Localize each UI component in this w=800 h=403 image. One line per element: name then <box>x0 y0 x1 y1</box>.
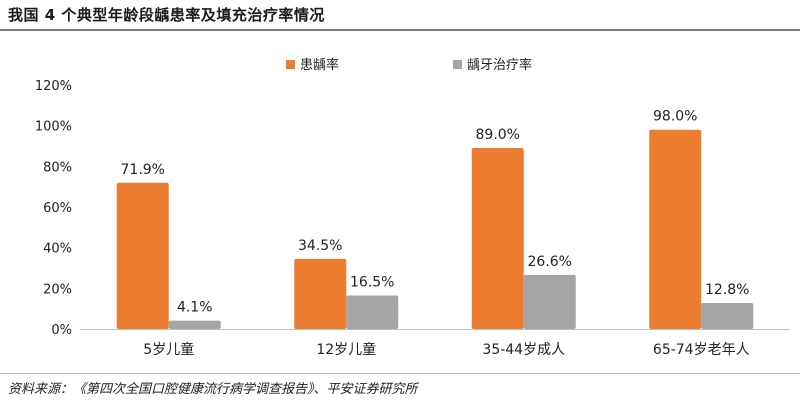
legend-swatch-treatment-rate <box>453 60 462 69</box>
bar-chart-svg: 患龋率 龋牙治疗率 0% 20% 40% 60% 80% 100% 120% 71.9% 4.… <box>35 57 790 358</box>
legend-swatch-caries-rate <box>286 60 295 69</box>
data-label-treatment-rate: 4.1% <box>177 300 213 316</box>
data-label-caries-rate: 34.5% <box>298 238 342 254</box>
bar-caries-rate <box>116 182 169 329</box>
x-tick-label: 35-44岁成人 <box>482 342 565 358</box>
x-tick-label: 5岁儿童 <box>143 341 194 358</box>
y-tick-label: 40% <box>43 242 72 257</box>
y-axis: 0% 20% 40% 60% 80% 100% 120% <box>35 79 72 338</box>
legend: 患龋率 龋牙治疗率 <box>286 57 532 73</box>
bar-treatment-rate <box>701 302 754 329</box>
bar-treatment-rate <box>168 320 221 329</box>
data-label-treatment-rate: 16.5% <box>350 274 394 290</box>
bar-treatment-rate <box>346 295 399 329</box>
y-tick-label: 100% <box>35 120 72 135</box>
bar-caries-rate <box>471 148 524 329</box>
bar-caries-rate <box>649 129 702 329</box>
chart: 患龋率 龋牙治疗率 0% 20% 40% 60% 80% 100% 120% 71.9% 4.… <box>0 36 800 372</box>
data-label-caries-rate: 89.0% <box>476 127 520 143</box>
bar-treatment-rate <box>523 274 576 329</box>
footer-divider <box>0 373 800 374</box>
legend-label-treatment-rate: 龋牙治疗率 <box>467 57 532 73</box>
data-label-treatment-rate: 26.6% <box>528 254 572 270</box>
data-label-caries-rate: 98.0% <box>653 109 697 125</box>
data-label-treatment-rate: 12.8% <box>705 282 749 298</box>
title-divider <box>0 29 800 31</box>
data-labels: 71.9% 4.1% 34.5% 16.5% 89.0% 26.6% 98.0% 12.8% <box>121 109 750 316</box>
y-tick-label: 60% <box>43 201 72 216</box>
page-title: 我国 4 个典型年龄段龋患率及填充治疗率情况 <box>8 6 325 24</box>
bar-caries-rate <box>294 258 347 329</box>
data-label-caries-rate: 71.9% <box>121 162 165 178</box>
y-tick-label: 80% <box>43 160 72 175</box>
y-tick-label: 120% <box>35 79 72 94</box>
x-axis: 5岁儿童 12岁儿童 35-44岁成人 65-74岁老年人 <box>143 341 749 358</box>
legend-label-caries-rate: 患龋率 <box>300 57 339 73</box>
y-tick-label: 20% <box>43 282 72 297</box>
x-tick-label: 12岁儿童 <box>316 341 376 358</box>
y-tick-label: 0% <box>51 323 72 338</box>
source-note: 资料来源：《第四次全国口腔健康流行病学调查报告》、平安证券研究所 <box>8 382 418 397</box>
bars <box>116 129 754 329</box>
x-tick-label: 65-74岁老年人 <box>653 342 750 358</box>
